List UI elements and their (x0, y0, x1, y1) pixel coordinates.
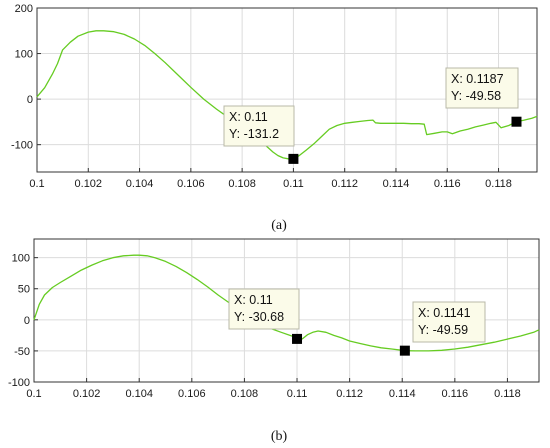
plotb-xtick-label: 0.104 (125, 388, 153, 400)
plotb-xtick-label: 0.106 (178, 388, 206, 400)
caption-a: (a) (271, 218, 287, 233)
plota-datatip-box (223, 105, 295, 147)
plota-datatip-x: X: 0.1187 (451, 72, 504, 86)
plota-xtick-label: 0.114 (383, 178, 410, 190)
plotb-xtick-label: 0.108 (231, 388, 259, 400)
plotb-ytick-label: -50 (14, 346, 30, 358)
plota-xtick-label: 0.108 (228, 178, 256, 190)
plota-datatip-marker (288, 153, 299, 164)
plota-xtick-label: 0.118 (485, 178, 512, 190)
plota-datatip-y: Y: -131.2 (229, 127, 279, 141)
plota-datatip-x: X: 0.11 (229, 110, 268, 124)
plotb-xtick-label: 0.118 (494, 388, 521, 400)
plota-xtick-label: 0.11 (283, 178, 304, 190)
plota-xtick-label: 0.1 (29, 178, 44, 190)
plota-ytick-label: -100 (11, 140, 33, 152)
plota-ytick-label: 0 (27, 94, 33, 106)
plotb-datatip-box (412, 301, 486, 343)
plotb-xtick-label: 0.116 (441, 388, 468, 400)
plota-datatip-marker (511, 116, 522, 127)
plotb-datatip-marker (399, 345, 410, 356)
plota-series-line (36, 30, 538, 160)
plotb-datatip-box (228, 288, 300, 330)
plota-xtick-label: 0.116 (434, 178, 461, 190)
plota-datatip-box (445, 67, 519, 109)
plotb-ytick-label: 100 (12, 253, 30, 265)
plotb-xtick-label: 0.114 (389, 388, 416, 400)
plotb-xtick-label: 0.11 (287, 388, 308, 400)
plota-ytick-label: 200 (15, 3, 33, 15)
plotb-datatip-y: Y: -30.68 (234, 310, 284, 324)
plota-xtick-label: 0.104 (126, 178, 154, 190)
plota-datatip-y: Y: -49.58 (451, 89, 501, 103)
plotb-frame (33, 238, 540, 383)
plotb-datatip-x: X: 0.1141 (418, 306, 471, 320)
plota-ytick-label: 100 (15, 49, 33, 61)
plotb-datatip-y: Y: -49.59 (418, 323, 468, 337)
plotb-ytick-label: -100 (8, 377, 30, 389)
plotb-xtick-label: 0.102 (73, 388, 101, 400)
caption-b: (b) (271, 429, 288, 444)
plota-xtick-label: 0.112 (331, 178, 358, 190)
plotb-ytick-label: 50 (18, 284, 30, 296)
plota-frame (36, 7, 538, 173)
plotb-xtick-label: 0.1 (26, 388, 41, 400)
plotb-series-line (33, 254, 540, 352)
plotb-xtick-label: 0.112 (336, 388, 363, 400)
plotb-datatip-marker (292, 333, 303, 344)
plotb-datatip-x: X: 0.11 (234, 293, 273, 307)
plota-xtick-label: 0.102 (75, 178, 103, 190)
plota-xtick-label: 0.106 (177, 178, 205, 190)
plotb-ytick-label: 0 (24, 315, 30, 327)
